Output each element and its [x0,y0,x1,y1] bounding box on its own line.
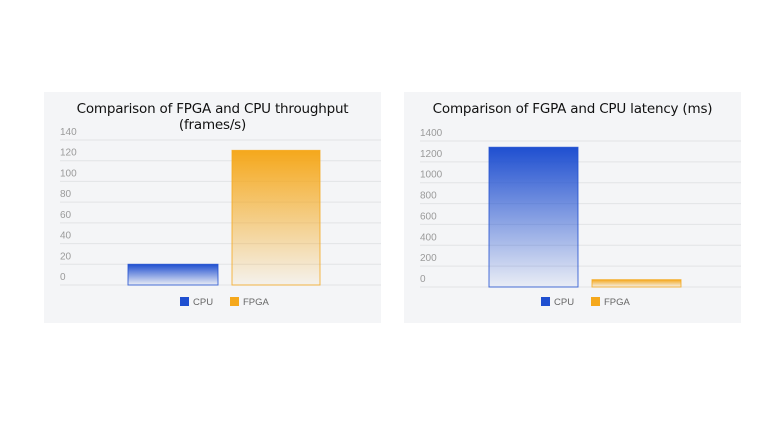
bar-cpu [488,146,579,288]
y-tick-label: 1000 [420,170,443,181]
y-tick-label: 60 [60,210,72,221]
y-tick-label: 100 [60,168,77,179]
y-tick-label: 140 [60,127,77,138]
legend-swatch-fpga [591,297,600,306]
chart-title: Comparison of FPGA and CPU throughput (f… [76,101,349,133]
legend-label-cpu: CPU [554,297,574,308]
bar-fpga [231,149,321,286]
bar-cpu [127,263,219,286]
y-tick-label: 120 [60,148,77,159]
legend-swatch-cpu [180,297,189,306]
y-tick-label: 0 [420,274,426,285]
bar-fpga [591,279,682,288]
legend-swatch-fpga [230,297,239,306]
y-tick-label: 200 [420,253,437,264]
latency-chart-panel: Comparison of FGPA and CPU latency (ms) … [404,92,741,323]
y-tick-label: 1400 [420,128,443,139]
y-tick-label: 1200 [420,149,443,160]
legend-swatch-cpu [541,297,550,306]
y-tick-label: 20 [60,251,72,262]
y-tick-label: 400 [420,232,437,243]
y-tick-label: 600 [420,211,437,222]
throughput-chart: 0 20 40 60 80 100 120 140 CPU FPGA [60,127,381,308]
y-tick-label: 0 [60,272,66,283]
legend-label-cpu: CPU [193,297,213,308]
y-tick-label: 40 [60,231,72,242]
legend-label-fpga: FPGA [604,297,631,308]
throughput-chart-panel: Comparison of FPGA and CPU throughput (f… [44,92,381,323]
chart-title: Comparison of FGPA and CPU latency (ms) [432,101,713,117]
y-tick-label: 800 [420,191,437,202]
y-tick-label: 80 [60,189,72,200]
legend-label-fpga: FPGA [243,297,270,308]
latency-chart: 0 200 400 600 800 1000 1200 1400 CPU FPGA [420,128,741,308]
